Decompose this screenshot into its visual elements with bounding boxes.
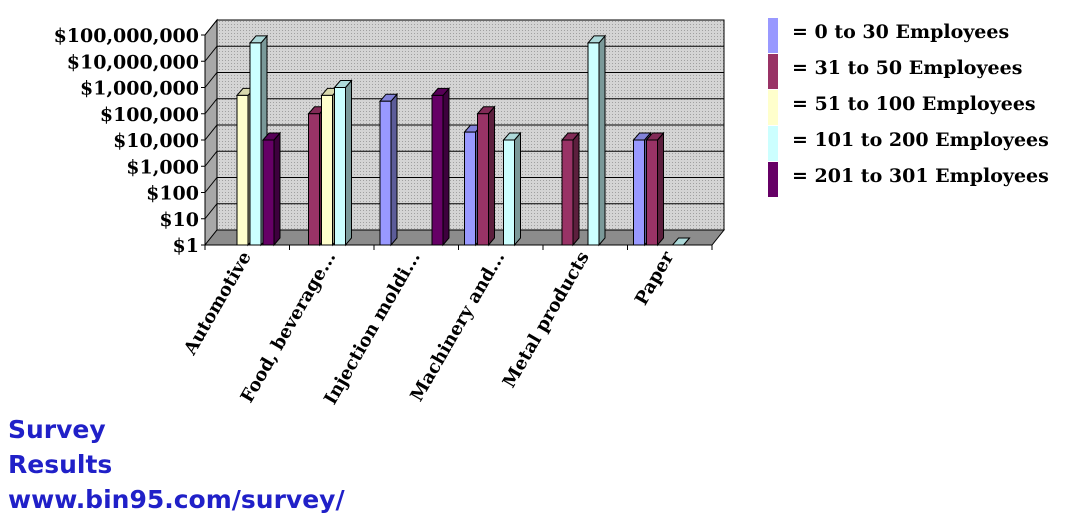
gridline	[204, 98, 724, 115]
watermark-line-1: Survey	[8, 415, 106, 444]
bar	[333, 79, 353, 247]
gridline	[204, 72, 724, 88]
gridline	[204, 150, 724, 167]
legend-swatch	[768, 90, 778, 125]
y-tick-label: $100	[146, 183, 199, 205]
bar	[476, 105, 496, 247]
bar	[645, 131, 665, 247]
y-tick-label: $1	[173, 235, 199, 257]
legend-label: = 31 to 50 Employees	[792, 57, 1023, 79]
bar	[560, 131, 581, 247]
bar	[378, 92, 399, 247]
y-tick-label: $100,000,000	[54, 25, 199, 47]
bars	[235, 34, 691, 247]
bar	[261, 131, 282, 247]
gridline	[204, 124, 724, 141]
x-tick-label: Metal products	[499, 248, 594, 392]
x-tick-label: Paper	[631, 248, 679, 309]
legend-label: = 101 to 200 Employees	[792, 129, 1049, 151]
y-tick-label: $1,000	[126, 156, 199, 178]
bar	[586, 34, 607, 247]
y-tick-label: $100,000	[100, 104, 199, 126]
gridline	[204, 19, 724, 36]
legend-label: = 201 to 301 Employees	[792, 165, 1049, 187]
x-tick-label: Machinery and...	[406, 248, 509, 405]
legend-swatch	[768, 162, 778, 197]
bar	[430, 87, 451, 247]
gridline	[204, 45, 724, 62]
legend-swatch	[768, 54, 778, 89]
gridlines	[204, 19, 724, 220]
x-tick-label: Food, beverage...	[237, 248, 341, 406]
y-axis-ticks: $1 $10 $100 $1,000 $10,000 $100,000 $1,000,000…	[54, 25, 205, 257]
bar	[502, 131, 522, 247]
y-tick-label: $10,000	[113, 130, 199, 152]
watermark-line-2: Results	[8, 450, 113, 479]
watermark: Survey Results www.bin95.com/survey/	[8, 412, 345, 517]
gridline	[204, 177, 724, 193]
y-tick-label: $10	[159, 209, 199, 231]
y-tick-label: $10,000,000	[67, 51, 199, 73]
x-tick-label: Injection moldi...	[320, 248, 425, 408]
bar	[671, 237, 691, 246]
chart: $1 $10 $100 $1,000 $10,000 $100,000 $1,000,000…	[54, 18, 726, 408]
x-tick-label: Automotive	[179, 248, 255, 359]
legend-swatch	[768, 126, 778, 161]
legend-swatch	[768, 18, 778, 53]
legend-label: = 0 to 30 Employees	[792, 21, 1010, 43]
legend-label: = 51 to 100 Employees	[792, 93, 1036, 115]
watermark-line-3: www.bin95.com/survey/	[8, 485, 345, 514]
y-tick-label: $1,000,000	[80, 78, 199, 100]
gridline	[204, 203, 724, 220]
